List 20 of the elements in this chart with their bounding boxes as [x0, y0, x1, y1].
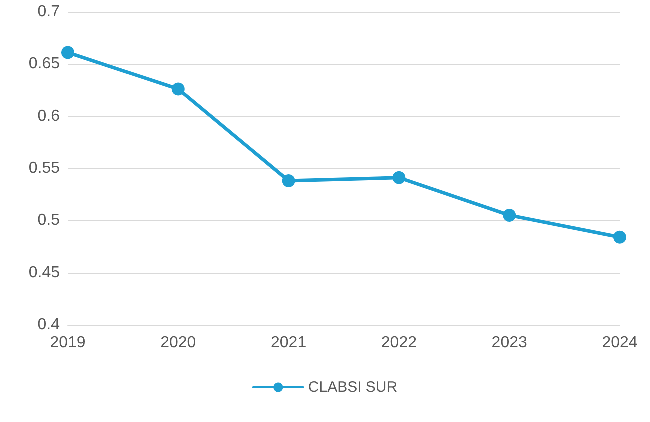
- x-tick-label: 2020: [160, 334, 196, 352]
- point: [282, 174, 296, 188]
- x-tick-label: 2022: [381, 334, 418, 352]
- x-tick-label: 2019: [50, 334, 86, 352]
- x-tick-label: 2024: [602, 334, 638, 352]
- x-tick-label: 2023: [492, 334, 528, 352]
- y-tick-label: 0.55: [28, 160, 60, 177]
- point: [614, 230, 626, 244]
- y-tick-label: 0.6: [38, 108, 60, 125]
- point: [392, 171, 406, 184]
- point: [172, 82, 185, 96]
- y-tick-label: 0.45: [28, 264, 60, 282]
- x-tick-label: 2021: [271, 334, 307, 352]
- point: [62, 46, 74, 60]
- y-tick-label: 0.4: [38, 316, 60, 334]
- y-tick-label: 0.65: [28, 56, 60, 73]
- point: [503, 208, 516, 222]
- y-tick-label: 0.7: [38, 4, 60, 20]
- legend-label: CLABSI SUR: [308, 379, 398, 396]
- y-tick-label: 0.5: [38, 212, 60, 230]
